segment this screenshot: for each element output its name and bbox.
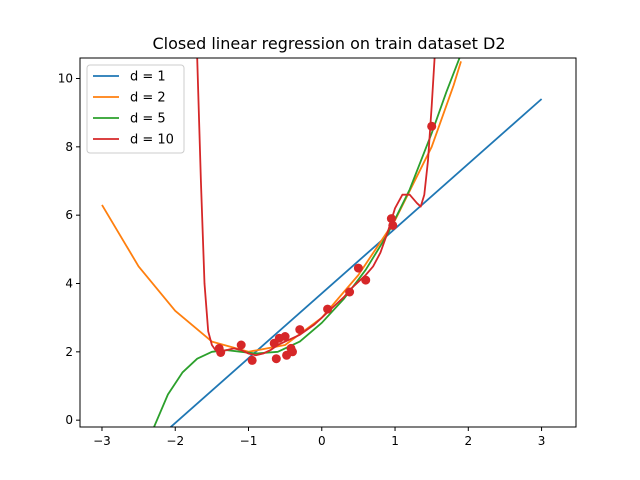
chart-title: Closed linear regression on train datase…: [152, 34, 505, 53]
y-tick-label: 8: [65, 140, 73, 154]
data-point: [280, 332, 290, 341]
data-point: [345, 287, 355, 297]
data-point: [353, 263, 363, 273]
legend-label: d = 2: [130, 91, 166, 106]
legend-label: d = 5: [130, 112, 166, 127]
x-tick-label: 1: [391, 434, 399, 448]
y-tick-label: 10: [58, 72, 73, 86]
legend-label: d = 1: [130, 70, 166, 85]
data-point: [271, 354, 281, 364]
data-point: [295, 325, 305, 335]
data-point: [386, 214, 396, 224]
y-axis: 0 2 4 6 8 10: [58, 72, 80, 427]
data-point: [236, 340, 246, 350]
series-line-d1: [169, 98, 543, 427]
y-tick-label: 0: [65, 413, 73, 427]
y-tick-label: 6: [65, 208, 73, 222]
x-tick-label: 0: [318, 434, 326, 448]
data-point: [427, 121, 437, 131]
data-point: [323, 304, 333, 314]
plot-area: [101, 58, 543, 427]
data-point: [216, 348, 226, 357]
legend-box: [86, 64, 185, 154]
legend: d = 1 d = 2 d = 5 d = 10: [86, 64, 185, 154]
x-axis: −3 −2 −1 0 1 2 3: [93, 427, 545, 448]
plot-frame: [79, 57, 577, 428]
legend-label: d = 10: [130, 133, 174, 148]
x-tick-label: −1: [240, 434, 258, 448]
y-tick-label: 2: [65, 345, 73, 359]
data-point: [288, 347, 297, 357]
series-line-d10: [196, 58, 436, 357]
x-tick-label: −3: [93, 434, 111, 448]
data-point: [247, 355, 257, 365]
x-tick-label: −2: [166, 434, 184, 448]
data-point: [361, 275, 371, 285]
x-tick-label: 3: [538, 434, 546, 448]
x-tick-label: 2: [464, 434, 472, 448]
y-tick-label: 4: [65, 277, 73, 291]
data-point: [388, 220, 398, 230]
